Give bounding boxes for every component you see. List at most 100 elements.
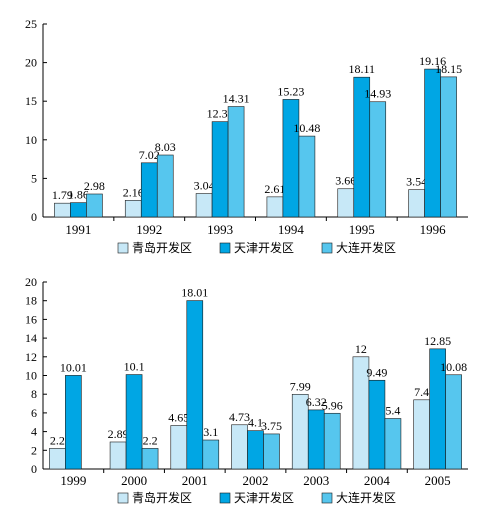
legend-swatch (219, 492, 231, 504)
data-label: 18.11 (348, 62, 375, 76)
data-label: 2.98 (84, 179, 105, 193)
bar (124, 200, 142, 218)
data-label: 18.01 (181, 286, 208, 300)
legend-entry: 大连开发区 (336, 490, 396, 505)
data-label: 7.02 (139, 148, 160, 162)
x-tick-label: 1993 (207, 222, 233, 237)
bar (282, 99, 300, 218)
data-label: 3.04 (194, 179, 215, 193)
bar (368, 379, 386, 470)
y-tick-label: 4 (31, 425, 37, 439)
y-tick-label: 0 (31, 462, 37, 476)
data-label: 12.85 (424, 334, 451, 348)
x-tick-label: 1996 (420, 222, 447, 237)
data-label: 3.1 (203, 425, 218, 439)
bar (109, 441, 127, 470)
data-label: 4.73 (229, 410, 250, 424)
data-label: 4.65 (168, 411, 189, 425)
legend-entry: 天津开发区 (234, 490, 294, 505)
x-tick-label: 1999 (60, 473, 86, 488)
bar (211, 121, 229, 218)
data-label: 2.16 (123, 185, 144, 199)
y-tick-label: 12 (25, 350, 37, 364)
y-tick-label: 6 (31, 406, 37, 420)
legend: 青岛开发区 天津开发区 大连开发区 (117, 490, 396, 505)
legend-entry: 大连开发区 (336, 240, 396, 255)
y-tick-label: 20 (25, 56, 37, 70)
bar (413, 399, 430, 470)
y-tick-label: 10 (25, 133, 37, 147)
data-label: 10.08 (440, 360, 467, 374)
bar (263, 433, 280, 470)
legend-swatch (117, 242, 129, 254)
x-tick-label: 2002 (243, 473, 269, 488)
data-label: 2.2 (143, 433, 158, 447)
x-tick-label: 1992 (136, 222, 162, 237)
data-label: 9.49 (366, 365, 387, 379)
bar (227, 106, 245, 218)
chart-2: 0 2 4 6 8 10 12 14 16 18 20 2.2 10.01 1999 2.89 10.1 2.2… (25, 275, 468, 505)
legend-swatch (321, 242, 333, 254)
data-label: 12 (355, 342, 367, 356)
data-label: 14.31 (223, 92, 250, 106)
bar (247, 430, 264, 470)
data-label: 12.35 (207, 107, 234, 121)
bar (186, 300, 204, 470)
bar (49, 448, 66, 470)
bar (140, 162, 158, 218)
x-tick-label: 2005 (425, 473, 451, 488)
data-label: 2.89 (108, 427, 129, 441)
bar (369, 101, 387, 218)
data-label: 7.99 (290, 379, 311, 393)
data-label: 4.1 (248, 416, 263, 430)
bar (408, 189, 425, 218)
y-tick-label: 16 (25, 312, 37, 326)
x-tick-label: 2004 (364, 473, 391, 488)
bar (307, 409, 325, 470)
bar (65, 375, 82, 470)
y-tick-label: 25 (25, 17, 37, 31)
x-tick-label: 2003 (303, 473, 329, 488)
bar (384, 418, 402, 470)
bar (440, 76, 457, 218)
y-tick-label: 2 (31, 443, 37, 457)
bar (445, 374, 462, 470)
x-tick-label: 1991 (65, 222, 91, 237)
y-tick-label: 8 (31, 387, 37, 401)
x-tick-label: 1994 (278, 222, 305, 237)
y-tick-label: 5 (31, 171, 37, 185)
data-label: 10.48 (293, 121, 320, 135)
bar (298, 135, 316, 218)
bar (54, 202, 71, 218)
bar (141, 448, 159, 470)
legend-entry: 青岛开发区 (132, 490, 192, 505)
data-label: 14.93 (364, 87, 391, 101)
bar (70, 202, 87, 218)
bar (337, 188, 355, 218)
bar (323, 412, 341, 470)
bar (170, 425, 188, 470)
data-label: 3.54 (406, 175, 427, 189)
y-tick-label: 0 (31, 210, 37, 224)
x-tick-label: 2000 (121, 473, 147, 488)
data-label: 18.15 (435, 62, 462, 76)
data-label: 5.4 (385, 404, 400, 418)
data-label: 7.4 (414, 385, 429, 399)
data-label: 19.16 (419, 54, 446, 68)
bar (156, 154, 174, 218)
legend-swatch (219, 242, 231, 254)
x-tick-label: 2001 (182, 473, 208, 488)
bar (231, 424, 248, 470)
data-label: 3.75 (261, 419, 282, 433)
y-tick-label: 20 (25, 275, 37, 289)
legend-swatch (321, 492, 333, 504)
legend-entry: 青岛开发区 (132, 240, 192, 255)
data-label: 8.03 (155, 140, 176, 154)
bar (86, 193, 103, 218)
chart-1: 0 5 10 15 20 25 1.791.862.98 1991 2.16 7.028.03 19… (25, 17, 468, 255)
data-label: 2.2 (50, 433, 65, 447)
legend: 青岛开发区 天津开发区 大连开发区 (117, 240, 396, 255)
bar (424, 68, 441, 218)
bar (266, 196, 284, 218)
